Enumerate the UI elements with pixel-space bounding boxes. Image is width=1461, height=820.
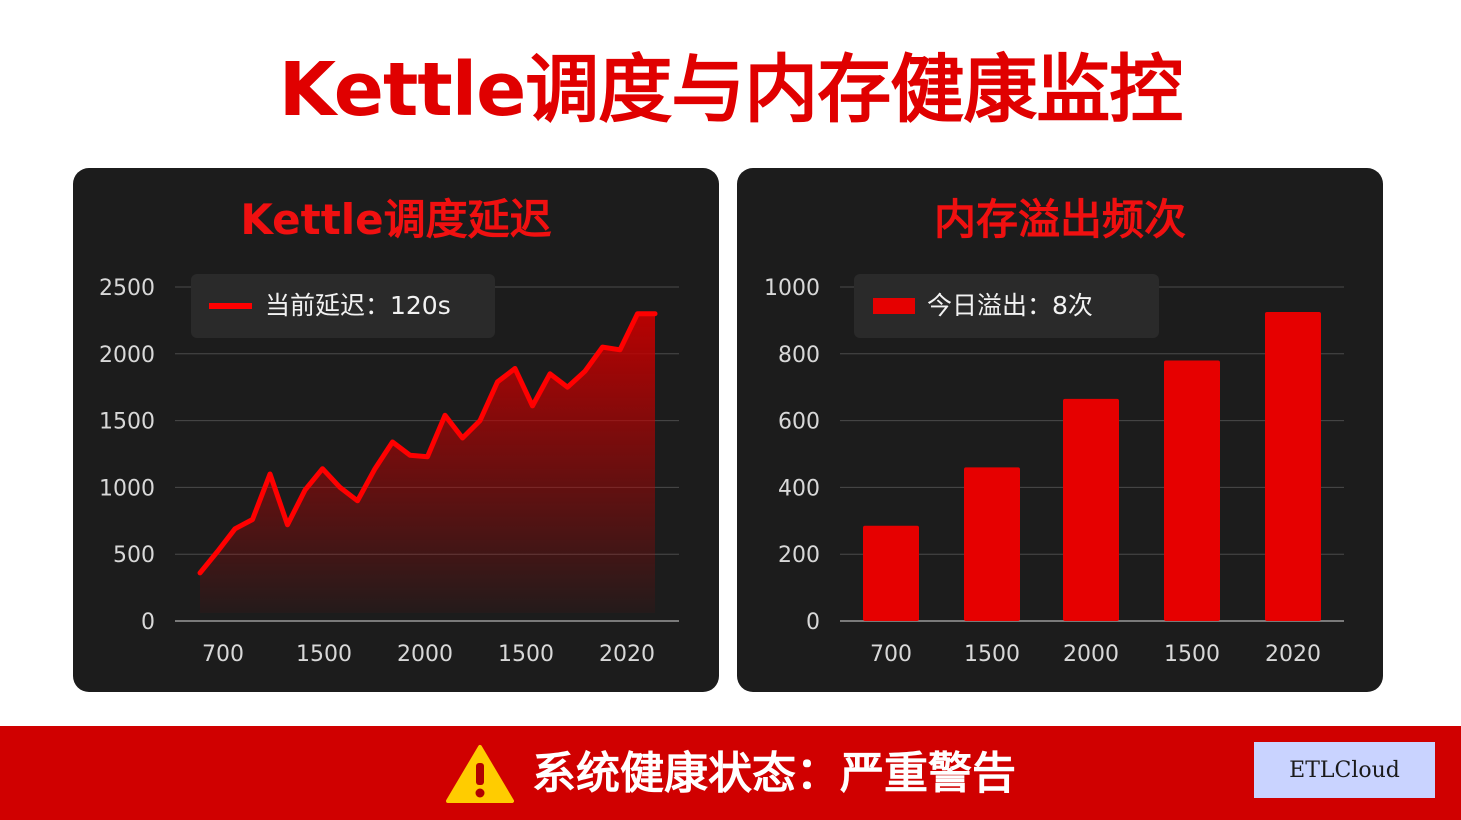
- y-tick-label: 200: [778, 543, 820, 568]
- legend-line-swatch: [209, 303, 252, 309]
- overflow-chart-panel: 今日溢出：8次 0 200 400 600 800 1000 700 1500 2000 1500…: [737, 168, 1383, 692]
- brand-badge: ETLCloud: [1254, 742, 1435, 798]
- status-message: 系统健康状态：严重警告: [446, 742, 1016, 806]
- y-tick-label: 600: [778, 410, 820, 435]
- y-tick-label: 800: [778, 343, 820, 368]
- x-tick-label: 700: [202, 642, 244, 667]
- y-tick-label: 1000: [764, 276, 820, 301]
- latency-chart: 当前延迟：120s 0 500 1000 1500 2000 2500 700 1500 200…: [99, 274, 679, 667]
- y-tick-label: 0: [806, 610, 820, 635]
- y-tick-label: 500: [113, 543, 155, 568]
- legend-box: [191, 274, 495, 338]
- overflow-chart-title: 内存溢出频次: [933, 195, 1186, 244]
- y-tick-label: 1500: [99, 410, 155, 435]
- legend-label: 当前延迟：120s: [265, 291, 451, 320]
- x-tick-label: 1500: [1164, 642, 1220, 667]
- bar: [1265, 312, 1321, 621]
- overflow-chart: 今日溢出：8次 0 200 400 600 800 1000 700 1500 2000 1500…: [764, 274, 1344, 667]
- x-tick-label: 1500: [964, 642, 1020, 667]
- page-title: Kettle调度与内存健康监控: [278, 47, 1184, 133]
- x-tick-label: 2000: [1063, 642, 1119, 667]
- latency-chart-panel: 当前延迟：120s 0 500 1000 1500 2000 2500 700 1500 200…: [73, 168, 719, 692]
- y-tick-label: 400: [778, 476, 820, 501]
- bar: [1164, 360, 1220, 621]
- legend-label: 今日溢出：8次: [927, 291, 1093, 320]
- bar: [1063, 398, 1119, 621]
- y-tick-label: 0: [141, 610, 155, 635]
- legend-box: [854, 274, 1159, 338]
- y-tick-label: 2000: [99, 343, 155, 368]
- x-tick-label: 1500: [296, 642, 352, 667]
- latency-area: [200, 313, 655, 613]
- warning-icon: [446, 745, 514, 803]
- legend-bar-swatch: [873, 298, 915, 314]
- status-text: 系统健康状态：严重警告: [532, 748, 1016, 799]
- bar: [863, 525, 919, 621]
- x-tick-label: 700: [870, 642, 912, 667]
- bar: [964, 467, 1020, 621]
- status-banner: 系统健康状态：严重警告 ETLCloud: [0, 726, 1461, 820]
- latency-chart-title: Kettle调度延迟: [240, 195, 552, 244]
- x-tick-label: 2000: [397, 642, 453, 667]
- x-tick-label: 2020: [1265, 642, 1321, 667]
- x-tick-label: 2020: [599, 642, 655, 667]
- y-tick-label: 1000: [99, 476, 155, 501]
- y-tick-label: 2500: [99, 276, 155, 301]
- x-tick-label: 1500: [498, 642, 554, 667]
